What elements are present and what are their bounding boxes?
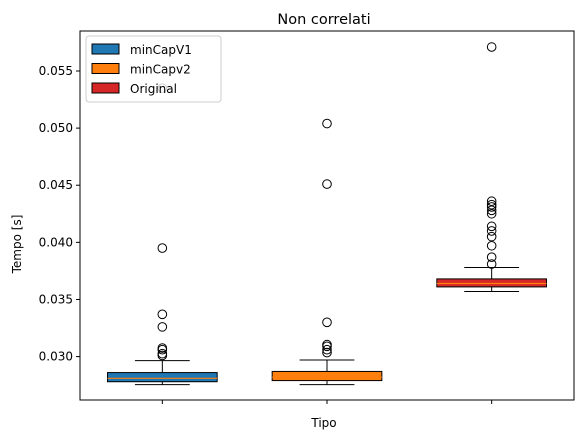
box-series [106, 42, 548, 386]
outlier-point [486, 196, 497, 207]
legend-label-minCapV1: minCapV1 [130, 43, 192, 57]
outlier-point [486, 240, 497, 251]
outlier-point [322, 317, 332, 328]
plot-frame [79, 30, 575, 401]
legend-swatch-minCapv2 [91, 63, 120, 74]
outlier-point [322, 179, 332, 189]
outlier-point [486, 226, 497, 236]
y-axis-label: Tempo [s] [10, 215, 24, 275]
outlier-point [322, 118, 332, 129]
y-tick-label: 0.045 [39, 178, 73, 192]
outlier-point [486, 42, 497, 52]
y-axis-ticks: 0.030 0.035 0.040 0.045 0.050 0.055 [39, 64, 80, 364]
outlier-point [322, 347, 332, 358]
outlier-point [322, 344, 332, 355]
box-iqr [271, 370, 383, 382]
outlier-point [157, 322, 168, 332]
x-axis-ticks [161, 400, 493, 404]
box-iqr [106, 372, 218, 383]
legend-swatch-minCapV1 [91, 43, 120, 55]
outlier-point [157, 343, 168, 353]
box-minCapV1 [106, 83, 218, 386]
outlier-point [486, 208, 497, 219]
outlier-point [486, 199, 497, 210]
outlier-point [486, 252, 497, 262]
legend-frame [85, 35, 222, 103]
outlier-point [157, 243, 168, 253]
legend-label-Original: Original [130, 82, 177, 96]
legend-swatch-Original [91, 82, 120, 94]
y-tick-label: 0.030 [39, 350, 73, 364]
chart-title: Non correlati [277, 12, 370, 28]
outlier-point [157, 309, 168, 320]
outlier-point [486, 205, 497, 216]
y-tick-label: 0.035 [39, 292, 73, 306]
box-minCapv2 [271, 118, 383, 386]
outlier-point [486, 221, 497, 232]
legend: minCapV1 minCapv2 Original [85, 35, 222, 103]
outlier-point [157, 348, 168, 359]
y-tick-label: 0.040 [39, 235, 73, 249]
y-tick-label: 0.055 [39, 64, 73, 78]
outlier-point [322, 339, 332, 350]
box-Original [436, 42, 548, 292]
outlier-point [486, 259, 497, 269]
outlier-point [486, 231, 497, 242]
y-tick-label: 0.050 [39, 121, 73, 135]
legend-label-minCapv2: minCapv2 [130, 63, 191, 77]
outlier-point [486, 202, 497, 212]
x-axis-label: Tipo [310, 416, 336, 430]
